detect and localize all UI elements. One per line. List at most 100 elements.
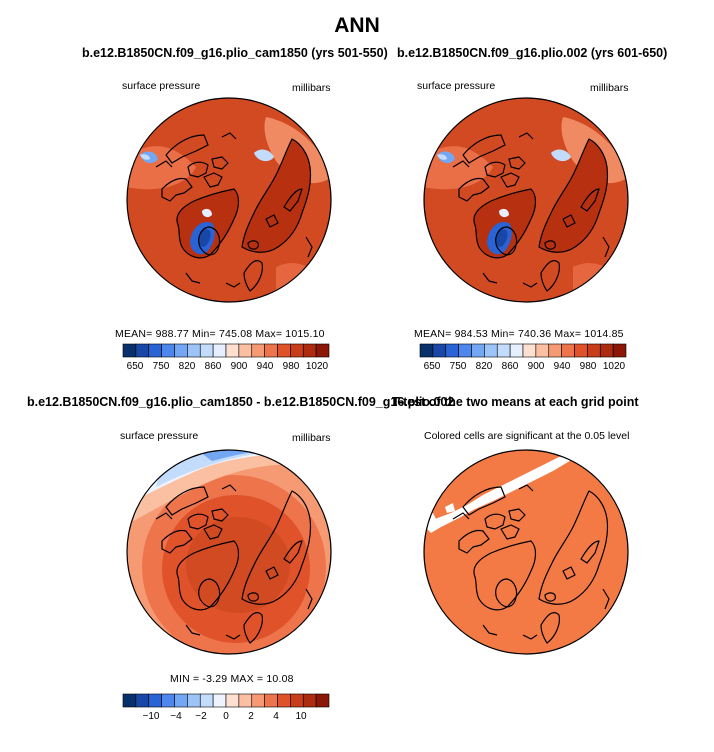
panel1-rockies-low-core [140, 154, 150, 160]
panel2-coast-canada2 [484, 161, 506, 178]
panel1-colorbar-swatch-1 [135, 343, 150, 358]
panel2-coast-line-2 [602, 236, 610, 258]
panel2-coast-canada4 [508, 156, 526, 170]
panel1-colorbar-tick-label: 860 [204, 361, 222, 372]
panel4-coast-eurasia [538, 490, 609, 605]
panel2-colorbar [419, 343, 627, 358]
panel3-colorbar-swatch-7 [212, 693, 227, 708]
panel3-colorbar [122, 693, 330, 708]
panel4-coast-canada4 [508, 508, 526, 522]
panel2-coast-eurasia [538, 138, 609, 253]
panel3-colorbar-swatch-14 [302, 693, 317, 708]
panel2-colorbar-swatch-14 [599, 343, 614, 358]
panel4-coast-greenland [473, 540, 537, 611]
panel4-coast-canada3 [500, 524, 520, 540]
panel1-coast-scand [243, 260, 263, 292]
panel2-colorbar-swatch-2 [445, 343, 459, 358]
panel3-coast-line-4 [225, 634, 241, 640]
panel3-colorbar-swatch-2 [148, 693, 162, 708]
panel3-colorbar-swatch-13 [290, 693, 304, 708]
panel3-coastlines [155, 484, 313, 644]
panel4-coast-iceland [544, 592, 556, 602]
panel2-coast-iceland [544, 240, 556, 250]
panel2-coast-nzemlya [580, 188, 600, 212]
panel2-coast-canada3 [500, 172, 520, 188]
panel1-coast-canada1 [161, 177, 193, 202]
panel2-coast-line-1 [518, 132, 534, 140]
panel2-ellesmere-low [499, 208, 509, 218]
panel4-coast-canada2 [484, 513, 506, 530]
panel2-colorbar-swatch-5 [484, 343, 498, 358]
panel2-greenland-low-core [495, 229, 508, 247]
panel3-coast-eurasia [241, 490, 312, 605]
panel1-stats: MEAN= 988.77 Min= 745.08 Max= 1015.10 [115, 328, 325, 340]
panel2-colorbar-swatch-0 [419, 343, 434, 358]
panel1-coast-eurasia [241, 138, 312, 253]
panel2-colorbar-swatch-11 [561, 343, 575, 358]
panel1-colorbar-swatch-12 [277, 343, 291, 358]
panel2-coast-line-4 [522, 282, 538, 288]
panel1-greenland-low-core [198, 229, 211, 247]
panel1-colorbar-swatch-8 [225, 343, 240, 358]
panel2-coast-scand [540, 260, 560, 292]
panel2-colorbar-swatch-1 [432, 343, 447, 358]
panel2-coast-greenland [473, 188, 537, 259]
panel4-coastlines [452, 484, 610, 644]
panel1-map [126, 97, 332, 303]
panel3-colorbar-swatch-4 [174, 693, 188, 708]
panel1-colorbar [122, 343, 330, 358]
panel2-colorbar-swatch-7 [509, 343, 524, 358]
panel2-eurasia-fill [539, 139, 608, 253]
panel2-colorbar-swatch-13 [587, 343, 601, 358]
panel2-coast-svalbard [562, 214, 576, 228]
panel1-ellesmere-low [202, 208, 212, 218]
panel1-colorbar-tick-label: 980 [282, 361, 300, 372]
panel3-colorbar-swatch-0 [122, 693, 137, 708]
panel3-coast-canada4 [211, 508, 229, 522]
panel4-coast-line-2 [602, 588, 610, 610]
panel3-coast-hudson [198, 578, 221, 608]
panel1-coast-nzemlya [283, 188, 303, 212]
panel4-coast-nzemlya [580, 540, 600, 564]
panel1-colorbar-tick-label: 940 [256, 361, 274, 372]
main-title: ANN [334, 14, 380, 37]
panel2-colorbar-tick-label: 1020 [602, 361, 626, 372]
panel1-colorbar-swatch-9 [238, 343, 253, 358]
panel3-coast-line-1 [221, 484, 237, 492]
panel3-colorbar-tick-label: −10 [142, 711, 160, 722]
panel3-stats: MIN = -3.29 MAX = 10.08 [170, 673, 294, 685]
panel3-coast-canada1 [161, 529, 193, 554]
panel3-coast-greenland [176, 540, 240, 611]
panel2-colorbar-labels: 650 750 820 860 900 940 980 1020 [420, 361, 626, 373]
panel1-coast-line-4 [225, 282, 241, 288]
panel3-colorbar-swatch-8 [225, 693, 240, 708]
panel1-coast-line-2 [305, 236, 313, 258]
panel1-coast-svalbard [265, 214, 279, 228]
panel3-colorbar-swatch-9 [238, 693, 253, 708]
panel1-tibet-low [254, 149, 274, 162]
panel1-colorbar-tick-label: 820 [178, 361, 196, 372]
panel1-colorbar-swatch-5 [187, 343, 201, 358]
panel3-colorbar-tick-label: 4 [273, 711, 279, 722]
panel3-map [126, 449, 332, 655]
panel4-subtitle: Colored cells are significant at the 0.0… [424, 430, 630, 442]
panel1-coast-hudson [198, 226, 221, 256]
panel2-coast-canada1 [458, 177, 490, 202]
panel3-coast-iceland [247, 592, 259, 602]
panel3-colorbar-swatch-10 [251, 693, 265, 708]
panel2-colorbar-swatch-8 [522, 343, 537, 358]
panel2-colorbar-tick-label: 650 [423, 361, 441, 372]
panel3-coast-alaska [165, 486, 209, 516]
panel3-boundary [126, 449, 332, 655]
panel2-coast-line-0 [452, 160, 470, 168]
panel2-colorbar-swatch-9 [535, 343, 550, 358]
panel1-field-label: surface pressure [122, 80, 201, 92]
panel4-coast-scand [540, 612, 560, 644]
panel4-coast-line-3 [482, 624, 498, 636]
panel2-colorbar-swatch-15 [612, 343, 627, 358]
panel4-boundary [423, 449, 629, 655]
panel2-colorbar-tick-label: 820 [475, 361, 493, 372]
panel2-field [424, 98, 628, 302]
panel2-colorbar-tick-label: 940 [553, 361, 571, 372]
panel3-coast-scand [243, 612, 263, 644]
